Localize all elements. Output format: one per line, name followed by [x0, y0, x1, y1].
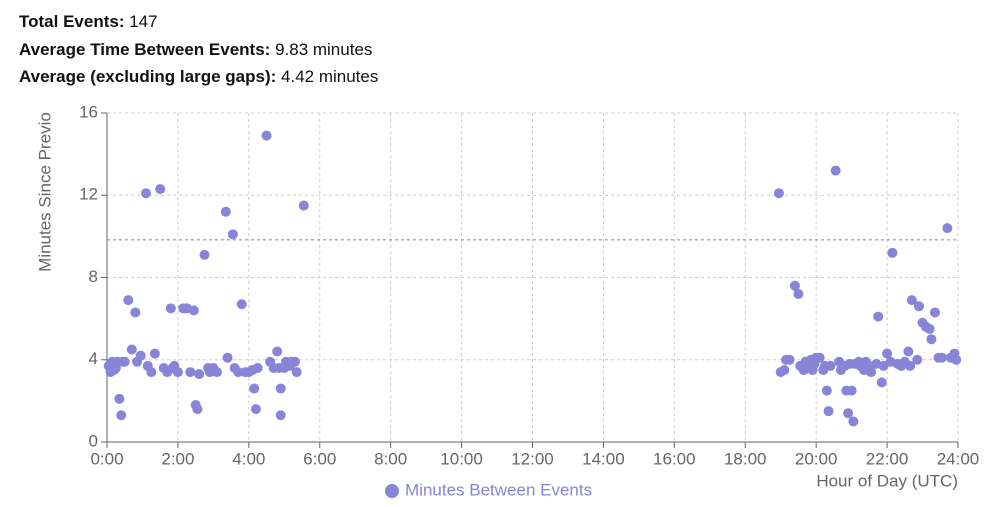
point	[793, 288, 804, 299]
stat-value: 4.42 minutes	[281, 67, 379, 86]
point	[211, 367, 222, 378]
point	[913, 301, 924, 312]
point	[141, 188, 152, 199]
x-tick-label: 14:00	[582, 449, 625, 468]
stat-value: 9.83 minutes	[275, 39, 373, 59]
point	[123, 295, 134, 306]
point	[291, 367, 302, 378]
point	[146, 367, 157, 378]
y-tick-label: 12	[79, 185, 98, 204]
point	[220, 206, 231, 217]
point	[275, 383, 286, 394]
point	[272, 346, 283, 357]
point	[194, 369, 205, 380]
x-tick-label: 22:00	[866, 449, 909, 468]
point	[903, 346, 914, 357]
point	[926, 334, 937, 345]
x-tick-label: 4:00	[232, 449, 265, 468]
stat-label: Average (excluding large gaps):	[19, 67, 277, 86]
point	[172, 367, 183, 378]
point	[188, 305, 199, 316]
point	[906, 295, 917, 306]
point	[233, 367, 244, 378]
point	[825, 360, 836, 371]
point	[823, 406, 834, 417]
point	[192, 404, 203, 415]
x-tick-label: 8:00	[374, 449, 407, 468]
point	[924, 323, 935, 334]
point	[135, 350, 146, 361]
x-tick-label: 6:00	[303, 449, 336, 468]
stat-value: 147	[129, 12, 158, 31]
point	[779, 365, 790, 376]
point	[126, 344, 137, 355]
stat-label: Average Time Between Events:	[19, 39, 271, 59]
y-axis-label: Minutes Since Previo	[35, 112, 54, 272]
point	[848, 416, 859, 427]
x-tick-label: 24:00	[937, 449, 980, 468]
point	[261, 130, 272, 141]
point	[789, 280, 800, 291]
point	[773, 188, 784, 199]
x-tick-label: 10:00	[440, 449, 483, 468]
point	[119, 356, 130, 367]
point	[130, 307, 141, 318]
x-tick-label: 2:00	[161, 449, 194, 468]
point	[165, 303, 176, 314]
point	[227, 229, 238, 240]
x-tick-label: 0:00	[90, 449, 123, 468]
point	[185, 367, 196, 378]
point	[951, 354, 962, 365]
x-tick-label: 20:00	[795, 449, 838, 468]
point	[155, 184, 166, 195]
stat-line: Total Events: 147	[19, 8, 378, 36]
y-tick-label: 8	[89, 267, 98, 286]
stat-label: Total Events:	[19, 12, 125, 31]
point	[116, 410, 127, 421]
point	[876, 377, 887, 388]
point	[846, 385, 857, 396]
point	[821, 385, 832, 396]
stat-line: Average (excluding large gaps): 4.42 min…	[19, 63, 378, 91]
point	[873, 311, 884, 322]
point	[114, 393, 125, 404]
x-tick-label: 18:00	[724, 449, 767, 468]
point	[298, 200, 309, 211]
point	[882, 348, 893, 359]
point	[275, 410, 286, 421]
point	[222, 352, 233, 363]
point	[830, 165, 841, 176]
x-axis-label: Hour of Day (UTC)	[816, 471, 958, 490]
stat-line: Average Time Between Events: 9.83 minute…	[19, 36, 378, 64]
point	[289, 356, 300, 367]
legend-label: Minutes Between Events	[405, 480, 592, 499]
point	[784, 354, 795, 365]
point	[942, 223, 953, 234]
point	[905, 360, 916, 371]
point	[843, 408, 854, 419]
point	[887, 247, 898, 258]
point	[912, 354, 923, 365]
point	[249, 383, 260, 394]
x-tick-label: 16:00	[653, 449, 696, 468]
stats: Total Events: 147 Average Time Between Ev…	[19, 8, 378, 91]
x-tick-label: 12:00	[511, 449, 554, 468]
point	[937, 352, 948, 363]
point	[236, 299, 247, 310]
point	[199, 249, 210, 260]
point	[814, 352, 825, 363]
point	[929, 307, 940, 318]
y-tick-label: 16	[79, 102, 98, 121]
point	[866, 367, 877, 378]
point	[252, 362, 263, 373]
point	[149, 348, 160, 359]
legend-marker	[385, 484, 399, 498]
y-tick-label: 4	[89, 349, 98, 368]
y-tick-label: 0	[89, 431, 98, 450]
point	[250, 404, 261, 415]
